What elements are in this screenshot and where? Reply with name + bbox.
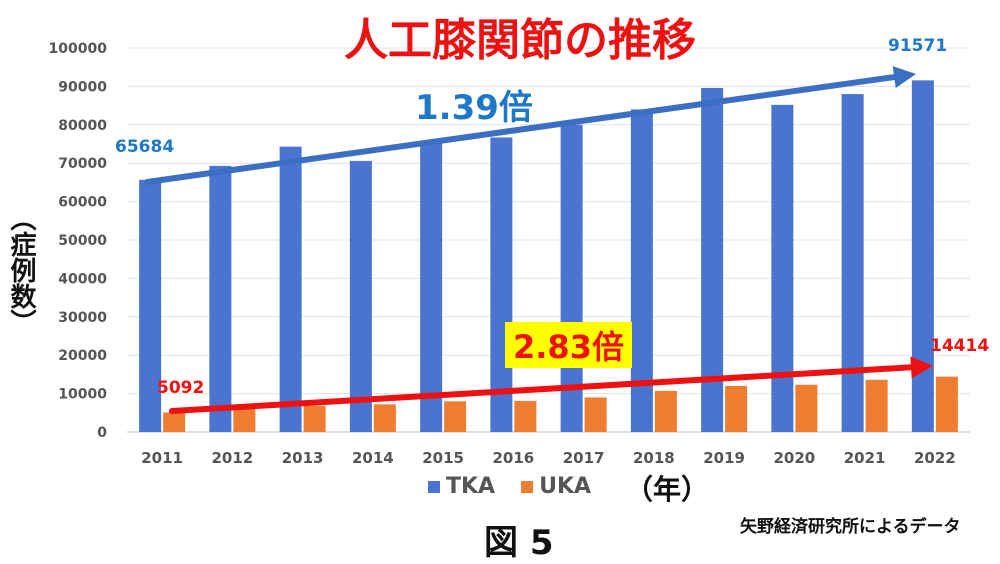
uka-trend-arrow-shaft: [169, 364, 915, 414]
bar-tka: [349, 160, 372, 432]
y-tick-label: 0: [97, 425, 107, 441]
bar-tka: [701, 87, 724, 432]
y-tick-label: 20000: [58, 348, 107, 364]
y-axis-label: （症例数）: [6, 205, 36, 335]
legend-label-tka: TKA: [446, 474, 496, 499]
x-tick-label: 2020: [774, 449, 816, 467]
bar-tka: [490, 137, 513, 433]
x-tick-label: 2019: [703, 449, 745, 467]
bar-tka: [771, 104, 794, 432]
x-tick-label: 2022: [914, 449, 956, 467]
x-tick-label: 2014: [352, 449, 394, 467]
legend: TKA UKA: [428, 474, 617, 499]
x-tick-label: 2015: [422, 449, 464, 467]
legend-swatch-tka: [428, 480, 440, 493]
legend-swatch-uka: [521, 480, 534, 493]
uka-trend-arrow-head: [910, 356, 933, 379]
bar-uka: [865, 379, 888, 432]
bar-tka: [911, 80, 934, 432]
legend-item-uka: UKA: [521, 474, 591, 499]
tka-start-label: 65684: [115, 137, 175, 157]
bar-tka: [420, 142, 443, 433]
y-tick-label: 40000: [58, 271, 107, 287]
bar-tka: [209, 165, 232, 432]
bar-uka: [373, 404, 396, 432]
bar-tka: [279, 146, 302, 433]
bar-uka: [444, 401, 467, 432]
y-tick-label: 100000: [49, 41, 108, 57]
tka-trend-arrow-head: [892, 66, 916, 88]
x-tick-label: 2013: [282, 449, 324, 467]
legend-item-tka: TKA: [428, 474, 495, 499]
source-note: 矢野経済研究所によるデータ: [740, 517, 961, 537]
x-axis-unit: （年）: [625, 473, 710, 506]
y-tick-label: 50000: [58, 233, 107, 249]
bar-uka: [163, 412, 186, 432]
bar-tka: [630, 109, 653, 432]
y-tick-label: 60000: [58, 195, 107, 211]
tka-end-label: 91571: [888, 36, 948, 56]
x-tick-label: 2018: [633, 449, 675, 467]
chart-title: 人工膝関節の推移: [344, 15, 696, 66]
uka-growth-annotation: 2.83倍: [505, 322, 632, 368]
bar-uka: [233, 408, 256, 432]
y-tick-label: 10000: [58, 387, 107, 403]
bar-uka: [303, 405, 326, 432]
bar-uka: [654, 390, 677, 432]
bar-uka: [584, 397, 607, 432]
bar-uka: [935, 376, 958, 432]
x-tick-label: 2017: [563, 449, 605, 467]
bar-uka: [514, 400, 537, 432]
bar-uka: [725, 385, 748, 432]
x-tick-label: 2011: [141, 449, 183, 467]
y-tick-label: 30000: [58, 310, 107, 326]
x-tick-label: 2012: [212, 449, 254, 467]
tka-trend-arrow-shaft: [144, 74, 898, 185]
bar-tka: [841, 94, 864, 432]
y-tick-label: 70000: [58, 156, 107, 172]
bar-tka: [139, 179, 162, 432]
uka-start-label: 5092: [157, 378, 205, 398]
x-tick-label: 2016: [493, 449, 535, 467]
bar-uka: [795, 384, 818, 432]
figure-label: 図 5: [484, 523, 554, 563]
y-tick-label: 90000: [58, 79, 107, 95]
x-tick-label: 2021: [844, 449, 886, 467]
y-tick-label: 80000: [58, 118, 107, 134]
tka-growth-annotation: 1.39倍: [415, 88, 533, 128]
legend-label-uka: UKA: [539, 474, 592, 499]
uka-end-label: 14414: [930, 336, 990, 356]
